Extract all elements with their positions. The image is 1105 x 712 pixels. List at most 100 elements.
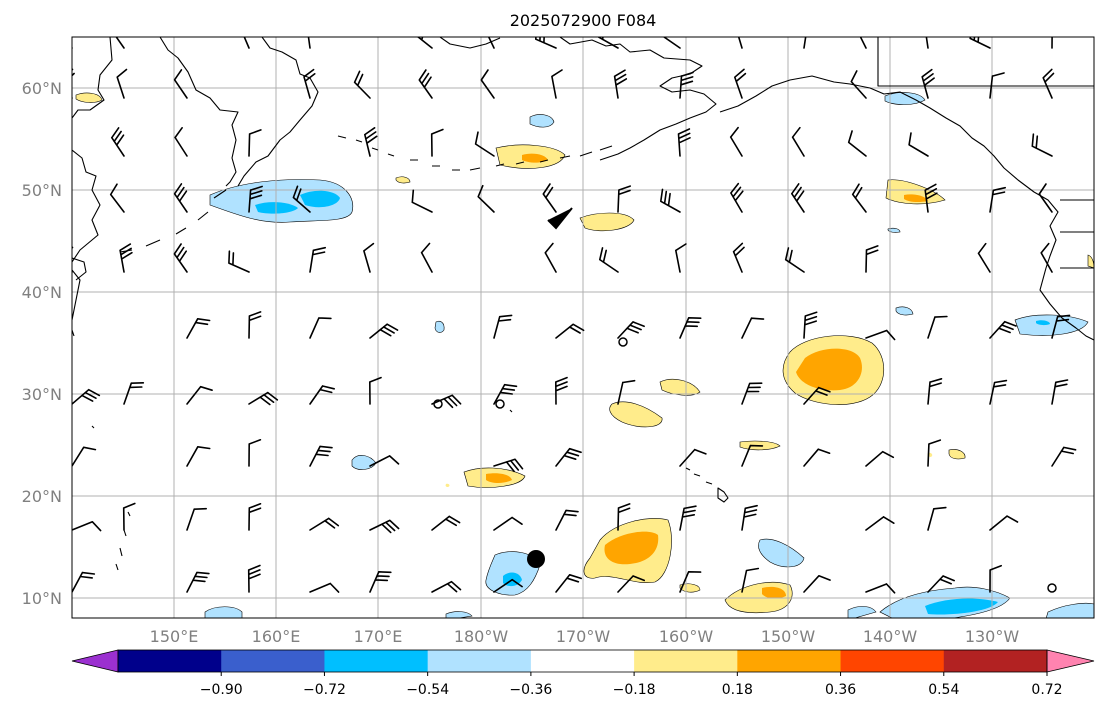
- y-tick-label: 10°N: [22, 589, 62, 608]
- wind-barb: [309, 246, 326, 273]
- kamchatka-coastline: [159, 37, 319, 187]
- wind-barb: [617, 185, 631, 213]
- wind-barb: [430, 128, 444, 157]
- coastlines: [72, 37, 1094, 571]
- kuril-islands: [119, 189, 227, 253]
- wind-barb: [411, 189, 433, 213]
- wind-barb: [784, 247, 805, 273]
- wind-barb: [925, 37, 929, 49]
- wind-barb: [803, 575, 831, 593]
- wind-barb: [369, 376, 382, 405]
- colorbar-extend-low: [71, 649, 119, 673]
- strong-negative-anomaly-region: [1036, 320, 1050, 326]
- wind-barb: [908, 132, 929, 157]
- wind-barb: [248, 503, 262, 531]
- wind-barb: [247, 564, 261, 593]
- wind-barb: [613, 69, 628, 99]
- wind-barbs: [72, 37, 1077, 594]
- wind-barb: [617, 321, 645, 339]
- wind-barb: [186, 385, 213, 405]
- wind-barb: [1031, 133, 1053, 157]
- wind-barb: [174, 127, 188, 157]
- colorbar-segment: [737, 650, 842, 672]
- x-tick-label: 170°E: [354, 627, 403, 646]
- colorbar-segment: [530, 650, 635, 672]
- colorbar-segment: [118, 650, 222, 672]
- wind-barb: [675, 243, 687, 273]
- positive-anomaly-region: [579, 212, 635, 232]
- strong-positive-anomaly-region: [762, 586, 786, 599]
- colorbar-label: −0.18: [613, 682, 656, 698]
- wind-barb: [791, 183, 805, 213]
- wind-barb: [660, 188, 681, 213]
- x-tick-label: 130°W: [965, 627, 1020, 646]
- wind-barb: [431, 580, 462, 593]
- wind-barb: [248, 391, 279, 406]
- wind-barb: [173, 69, 188, 99]
- colorbar-label: −0.54: [406, 682, 449, 698]
- wind-barb: [123, 382, 145, 405]
- strong-positive-anomaly-region: [486, 473, 512, 483]
- colorbar-segment: [943, 650, 1048, 672]
- wind-barb: [364, 127, 378, 157]
- wind-barb: [865, 329, 896, 341]
- y-tick-label: 20°N: [22, 487, 62, 506]
- wind-barb: [865, 583, 896, 594]
- wind-barb: [927, 506, 947, 531]
- x-tick-label: 160°E: [252, 627, 301, 646]
- wind-barb: [1042, 68, 1055, 99]
- wind-barb: [1051, 379, 1069, 405]
- colorbar-label: 0.18: [722, 682, 753, 698]
- y-tick-label: 40°N: [22, 283, 62, 302]
- wind-barb: [803, 448, 831, 467]
- wind-barb: [186, 571, 210, 593]
- colorbar-segment: [840, 650, 945, 672]
- wind-barb: [493, 314, 513, 339]
- wind-barb: [741, 444, 764, 467]
- colorbar-segment: [221, 650, 325, 672]
- wind-barb: [679, 317, 702, 339]
- calm-markers: [433, 337, 1057, 593]
- colorbar-segment: [324, 650, 429, 672]
- wind-barb: [72, 521, 102, 532]
- wind-barb: [303, 68, 316, 99]
- positive-anomaly-region: [948, 449, 966, 460]
- wind-barb: [729, 126, 743, 157]
- colorbar-extend-high: [1046, 649, 1095, 673]
- hawaii-islands: [685, 467, 729, 503]
- negative-anomaly-region: [758, 538, 805, 568]
- wind-barb: [555, 376, 568, 405]
- wind-barb: [555, 509, 579, 531]
- wind-barb: [186, 507, 207, 531]
- wind-barb: [72, 68, 75, 99]
- strong-positive-anomaly-region: [904, 194, 928, 203]
- wind-barb: [122, 502, 136, 531]
- wind-barb: [186, 318, 211, 339]
- wind-barb: [989, 186, 1006, 213]
- wind-barb: [72, 46, 73, 49]
- wind-barb: [847, 130, 867, 157]
- wind-barb: [477, 184, 495, 213]
- y-tick-label: 30°N: [22, 385, 62, 404]
- wind-barb: [617, 503, 631, 531]
- wind-barb: [487, 37, 495, 49]
- positive-anomaly-region: [395, 176, 411, 184]
- wind-barb: [493, 458, 524, 473]
- wind-barb: [741, 504, 758, 531]
- colorbar-frame: [117, 649, 1048, 673]
- wind-barb: [1051, 37, 1053, 49]
- colorbar-segment: [427, 650, 532, 672]
- wind-barb: [737, 37, 743, 49]
- wind-barb: [927, 315, 948, 339]
- wind-barb: [741, 317, 765, 339]
- strong-negative-anomaly-region: [925, 598, 998, 615]
- wind-barb: [677, 128, 691, 157]
- wind-barb: [927, 439, 942, 467]
- colorbar-label: 0.72: [1031, 682, 1062, 698]
- wind-barb: [989, 515, 1019, 531]
- wind-barb: [732, 242, 745, 273]
- negative-anomaly-region: [847, 606, 877, 618]
- wind-barb: [542, 183, 557, 213]
- positive-anomaly-region: [609, 401, 663, 428]
